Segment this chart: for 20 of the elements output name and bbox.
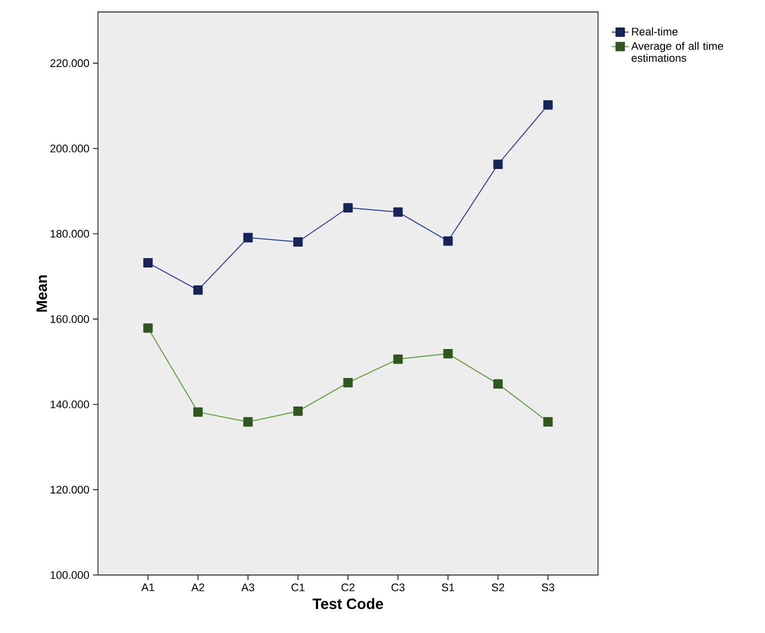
x-tick-label: A2 xyxy=(191,584,204,592)
y-tick-label: 100.000 xyxy=(50,571,90,579)
y-tick-label: 200.000 xyxy=(50,144,90,152)
y-tick-label: 120.000 xyxy=(50,486,90,494)
y-tick-label: 220.000 xyxy=(50,59,90,68)
y-tick-label: 160.000 xyxy=(50,315,90,323)
y-tick-label: 180.000 xyxy=(50,230,90,238)
x-tick-label: S3 xyxy=(542,584,554,592)
legend-label: Real-time xyxy=(632,27,678,36)
x-tick-label: C2 xyxy=(342,584,354,592)
x-tick-label: C1 xyxy=(292,584,304,592)
x-tick-label: A3 xyxy=(241,584,254,592)
x-axis-title: Test Code xyxy=(312,598,384,610)
x-tick-label: S2 xyxy=(492,584,504,592)
legend-label: Average of all time estimations xyxy=(631,42,724,62)
x-tick-label: S1 xyxy=(442,584,454,592)
y-axis-title: Mean xyxy=(36,275,48,312)
x-tick-label: C3 xyxy=(392,584,405,592)
x-tick-label: A1 xyxy=(141,584,154,592)
y-tick-label: 140.000 xyxy=(50,400,90,408)
